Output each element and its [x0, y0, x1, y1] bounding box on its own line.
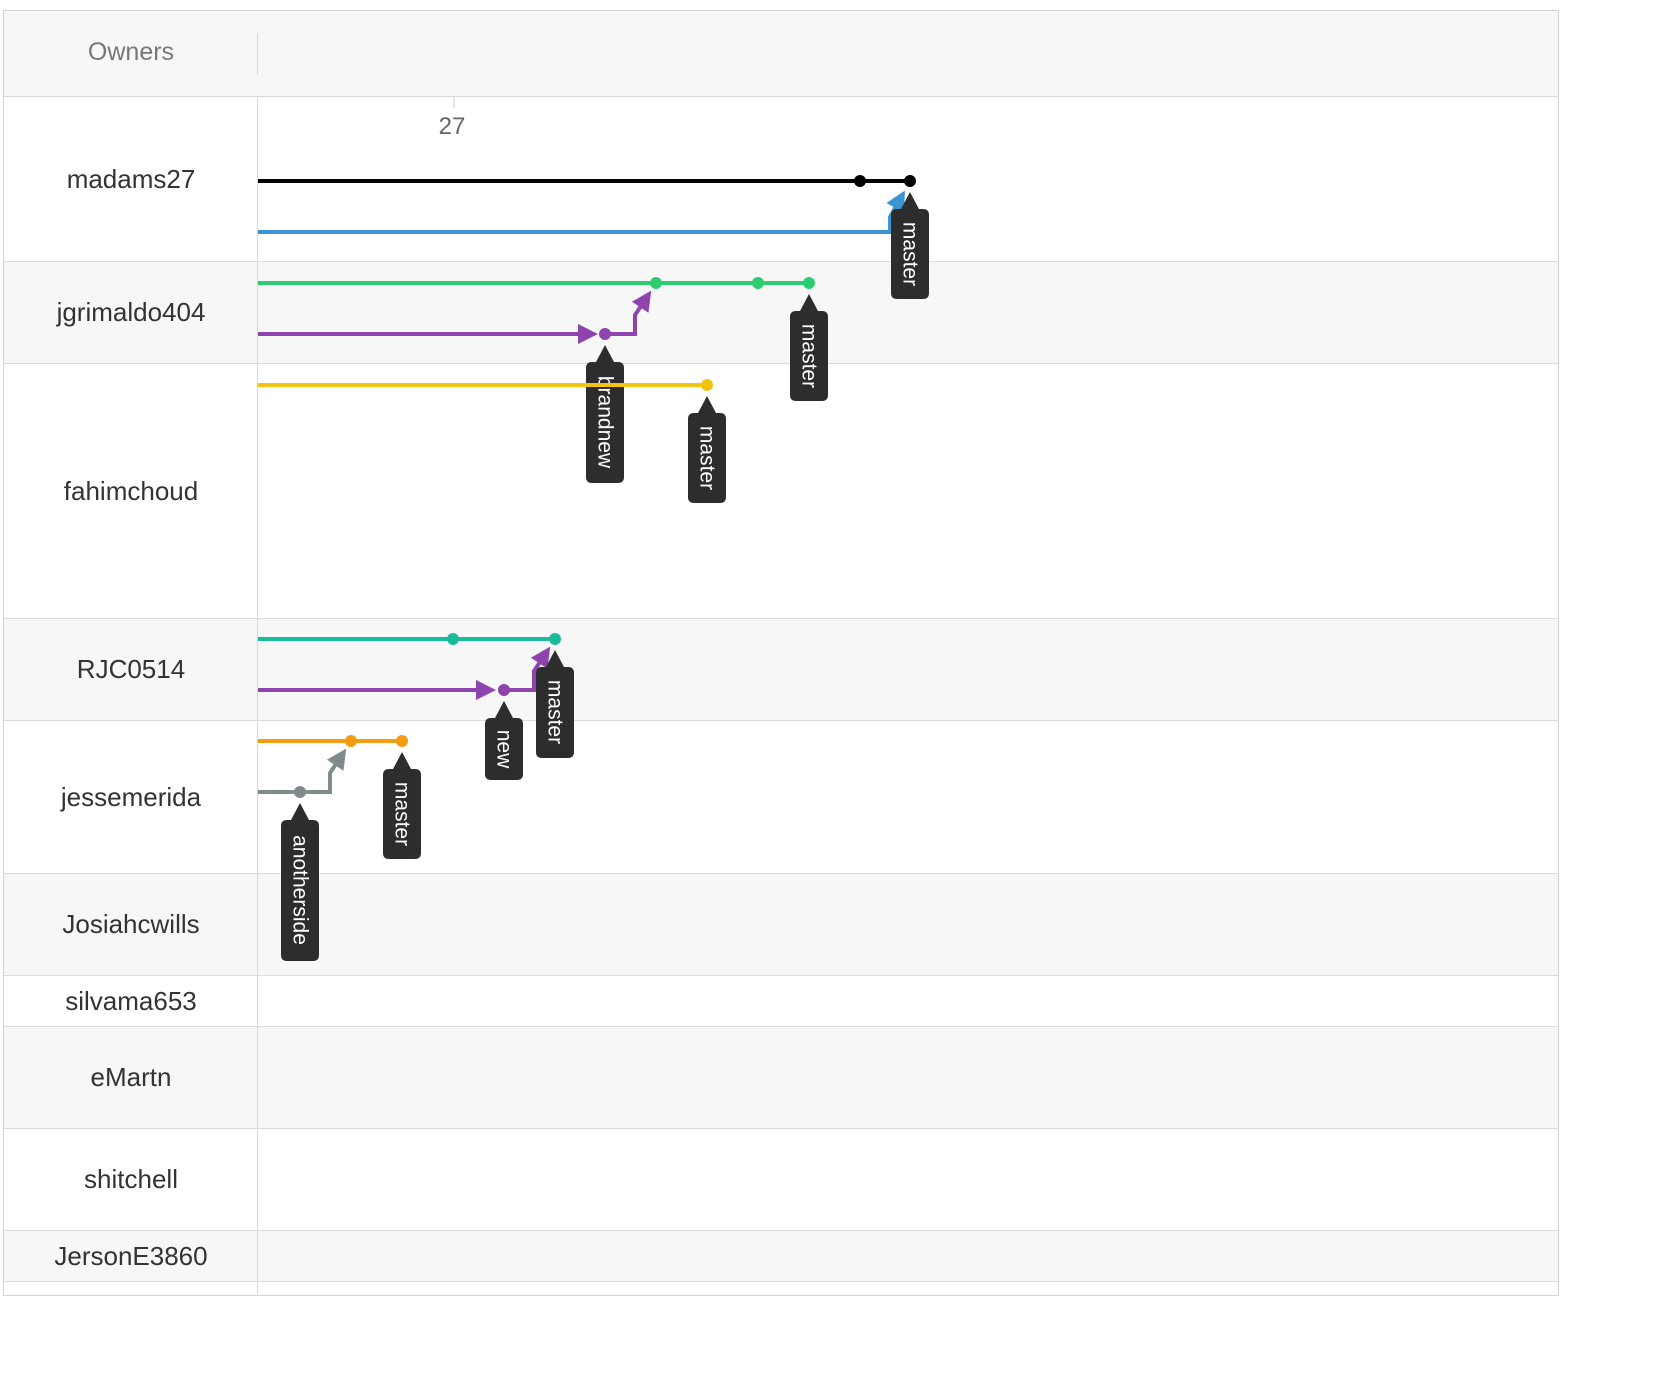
- branch-tag-master[interactable]: master: [688, 396, 726, 503]
- merge-arrow-gray: [258, 748, 347, 794]
- commit-dot[interactable]: [549, 633, 561, 645]
- column-divider: [257, 97, 258, 1295]
- owner-row: shitchell: [4, 1129, 1558, 1231]
- commit-dot[interactable]: [803, 277, 815, 289]
- header-divider: [257, 33, 258, 75]
- owner-name[interactable]: shitchell: [84, 1164, 178, 1194]
- branch-tag-label: brandnew: [594, 376, 617, 469]
- commit-dot[interactable]: [650, 277, 662, 289]
- owner-name[interactable]: RJC0514: [76, 654, 186, 684]
- branch-tag-brandnew[interactable]: brandnew: [586, 345, 624, 483]
- branch-tag-label: master: [899, 222, 922, 286]
- axis-tick-label: 27: [439, 113, 466, 140]
- table-header: Owners: [4, 11, 1558, 97]
- owner-name[interactable]: Josiahcwills: [62, 909, 200, 939]
- commit-dot[interactable]: [854, 175, 866, 187]
- owner-row: jgrimaldo404: [4, 262, 1558, 364]
- branch-tag-label: master: [696, 426, 719, 490]
- commit-dot[interactable]: [701, 379, 713, 391]
- branch-tag-master[interactable]: master: [790, 294, 828, 401]
- merge-arrow-purple: [504, 646, 551, 692]
- branch-tag-label: master: [798, 324, 821, 388]
- commit-dot[interactable]: [498, 684, 510, 696]
- branch-tag-master[interactable]: master: [383, 752, 421, 859]
- owner-name[interactable]: JersonE3860: [54, 1240, 208, 1271]
- branch-tag-label: new: [493, 730, 516, 769]
- branch-tag-master[interactable]: master: [891, 192, 929, 299]
- owner-row: madams27: [4, 97, 1558, 262]
- owner-row: Josiahcwills: [4, 874, 1558, 976]
- commit-dot[interactable]: [294, 786, 306, 798]
- owner-row: silvama653: [4, 976, 1558, 1027]
- branch-tag-label: master: [391, 782, 414, 846]
- commit-graph: 27 master master brandnew mast: [258, 97, 929, 961]
- commit-dot[interactable]: [396, 735, 408, 747]
- owner-name[interactable]: madams27: [66, 163, 196, 194]
- branch-tag-label: master: [544, 680, 567, 744]
- owner-row: eMartn: [4, 1027, 1558, 1129]
- owner-row: RJC0514: [4, 619, 1558, 721]
- owner-name[interactable]: silvama653: [65, 985, 197, 1016]
- owner-name[interactable]: jessemerida: [60, 781, 202, 812]
- merge-arrow-blue: [258, 190, 905, 234]
- owners-column-header: Owners: [87, 38, 175, 66]
- commit-dot[interactable]: [752, 277, 764, 289]
- commit-dot[interactable]: [447, 633, 459, 645]
- owner-name[interactable]: jgrimaldo404: [56, 297, 206, 327]
- commit-dot[interactable]: [345, 735, 357, 747]
- owner-name[interactable]: eMartn: [90, 1062, 172, 1092]
- commit-dot[interactable]: [599, 328, 611, 340]
- branch-tag-label: anotherside: [289, 835, 312, 945]
- branch-tag-anotherside[interactable]: anotherside: [281, 803, 319, 961]
- owner-name[interactable]: fahimchoud: [63, 475, 199, 506]
- branch-tag-new[interactable]: new: [485, 701, 523, 780]
- owner-row: jessemerida: [4, 721, 1558, 874]
- branch-tag-master[interactable]: master: [536, 650, 574, 758]
- commit-graph-panel: Owners madams27 jgrimaldo404 fahimchoud …: [3, 10, 1559, 1296]
- owner-row: fahimchoud: [4, 364, 1558, 619]
- merge-arrow-purple: [605, 290, 652, 336]
- owner-row: JersonE3860: [4, 1231, 1558, 1282]
- commit-dot[interactable]: [904, 175, 916, 187]
